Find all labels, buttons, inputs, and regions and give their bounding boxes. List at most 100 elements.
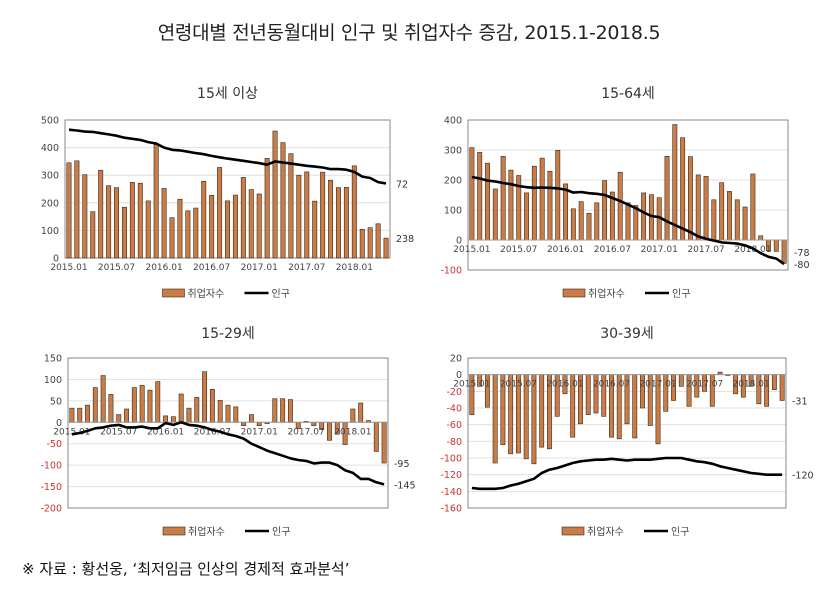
bar-employed (280, 398, 286, 423)
plot-area-border (67, 357, 389, 509)
bar-employed (367, 227, 373, 259)
bar-employed (161, 188, 167, 259)
bar-employed (209, 195, 215, 259)
bar-employed (163, 415, 169, 423)
bar-employed (106, 185, 112, 259)
bar-employed (129, 182, 135, 259)
bar-employed (687, 156, 693, 241)
y-tick-label: -100 (40, 461, 62, 472)
chart-title: 30-39세 (600, 326, 654, 342)
bar-employed (217, 400, 223, 423)
x-tick-label: 2015.01 (453, 380, 490, 390)
x-tick-label: 2015.07 (98, 263, 135, 273)
x-tick-label: 2017.07 (288, 263, 325, 273)
bar-employed (539, 374, 545, 448)
bar-employed (241, 421, 247, 427)
bar-employed (202, 371, 208, 423)
end-label-employed: 238 (396, 234, 414, 245)
line-population (471, 456, 783, 491)
bar-employed (170, 416, 176, 423)
bar-employed (373, 421, 379, 452)
bar-employed (586, 213, 592, 241)
y-tick-label: 100 (41, 226, 59, 237)
bar-employed (773, 239, 779, 252)
bar-employed (100, 375, 106, 423)
bar-employed (248, 189, 254, 259)
bar-employed (256, 193, 262, 259)
bar-employed (539, 157, 545, 241)
bar-employed (209, 388, 215, 423)
bar-employed (77, 407, 83, 423)
x-tick-label: 2016.01 (546, 380, 583, 390)
x-tick-label: 2016.07 (594, 245, 631, 255)
x-tick-label: 2016.01 (547, 245, 584, 255)
bar-employed (178, 393, 184, 423)
bar-employed (641, 192, 647, 241)
bar-employed (272, 130, 278, 259)
bar-employed (358, 402, 364, 423)
bar-employed (719, 182, 725, 241)
bar-employed (139, 385, 145, 423)
bar-employed (114, 187, 120, 259)
bar-employed (500, 156, 506, 241)
bar-employed (225, 404, 231, 423)
bar-employed (280, 142, 286, 259)
bar-employed (672, 124, 678, 241)
y-tick-label: -50 (46, 439, 62, 450)
bar-employed (750, 173, 756, 241)
end-label-employed: -31 (792, 397, 808, 408)
chart-svg: 15-29세 -200 -150 -100 -50 0 50 100 150 2015.01 201… (40, 326, 415, 538)
y-tick-label: 0 (456, 236, 462, 247)
bar-employed (508, 169, 514, 241)
end-label-population: -80 (794, 260, 810, 271)
bar-employed (320, 171, 326, 259)
bar-employed (85, 404, 90, 423)
x-tick-label: 2017.01 (241, 427, 278, 437)
y-tick-label: 100 (444, 206, 462, 217)
y-tick-label: 0 (456, 370, 462, 381)
bar-employed (742, 206, 748, 241)
bar-employed (711, 199, 717, 241)
bar-employed (335, 187, 341, 259)
y-tick-label: 500 (41, 116, 59, 127)
bar-employed (256, 421, 262, 427)
y-tick-label: 20 (450, 354, 462, 365)
bar-employed (695, 174, 701, 241)
bar-employed (312, 200, 318, 259)
bar-employed (92, 387, 98, 423)
bar-employed (145, 200, 151, 259)
x-tick-label: 2016.01 (147, 427, 184, 437)
y-tick-label: 200 (41, 198, 59, 209)
bar-employed (678, 374, 684, 387)
bar-employed (734, 199, 740, 241)
x-tick-label: 2016.07 (194, 427, 231, 437)
y-tick-label: -60 (446, 420, 462, 431)
bar-employed (153, 144, 159, 259)
bar-employed (492, 188, 498, 241)
chart-panel-15-64: 15-64세 -100 0 100 200 300 400 2015.01 2015.07 201… (410, 80, 810, 320)
bar-employed (233, 406, 239, 423)
bar-employed (186, 407, 192, 423)
bar-employed (485, 162, 490, 241)
y-tick-label: -20 (446, 387, 462, 398)
end-label-employed: -95 (394, 459, 410, 470)
bar-employed (240, 177, 246, 259)
y-tick-label: -150 (40, 482, 62, 493)
x-tick-label: 2018.01 (334, 427, 371, 437)
legend-swatch-employed (562, 288, 586, 298)
bar-employed (779, 374, 785, 401)
y-tick-label: 150 (44, 354, 62, 365)
legend-label-employed: 취업자수 (188, 287, 225, 300)
end-label-population: 72 (396, 179, 408, 190)
bar-employed (350, 408, 356, 423)
bar-employed (248, 414, 254, 423)
bar-employed (201, 180, 207, 259)
y-tick-label: -160 (440, 504, 462, 515)
bar-employed (570, 208, 576, 241)
line-population (71, 421, 385, 486)
bar-employed (311, 421, 317, 427)
chart-panel-15-29: 15-29세 -200 -150 -100 -50 0 50 100 150 2015.01 201… (10, 320, 415, 560)
end-label-population: -120 (792, 471, 814, 482)
bar-employed (680, 137, 686, 241)
bar-employed (625, 202, 631, 241)
